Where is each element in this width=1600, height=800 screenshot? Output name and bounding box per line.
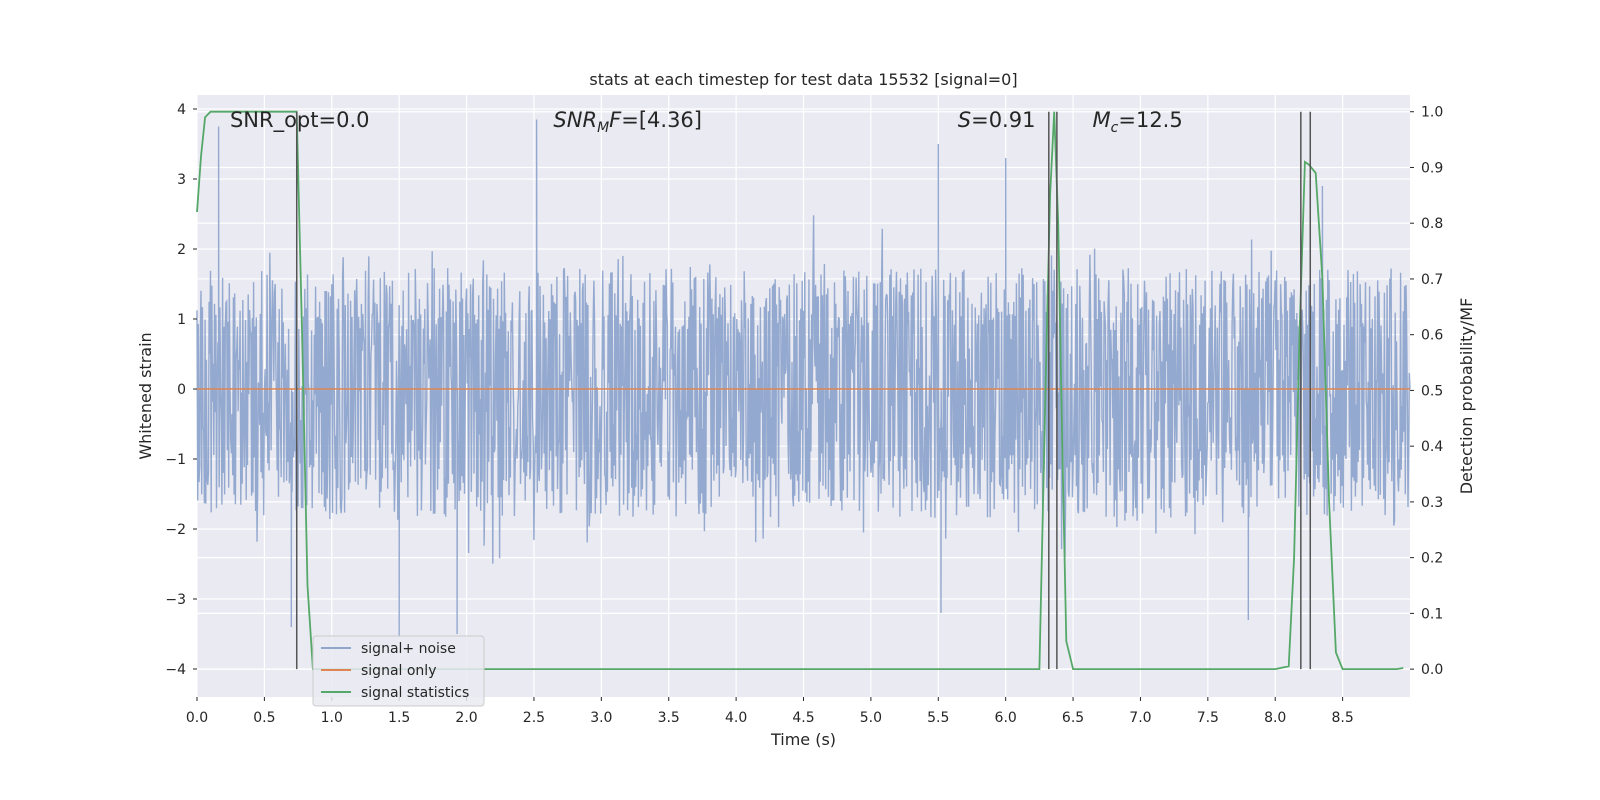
y-axis-right: 0.0 0.1 0.2 0.3 0.4 0.5 0.6 0.7 0.8 0.9 1.0 [1410, 105, 1443, 678]
x-tick-label: 8.0 [1264, 710, 1286, 726]
x-tick-label: 6.5 [1062, 710, 1084, 726]
y-tick-label: −1 [165, 452, 186, 468]
y-right-tick-label: 0.6 [1421, 328, 1443, 344]
y-tick-label: 3 [177, 172, 186, 188]
x-axis-label: Time (s) [770, 730, 836, 749]
x-tick-label: 0.5 [253, 710, 275, 726]
y-right-tick-label: 0.2 [1421, 551, 1443, 567]
vertical-markers [295, 111, 1312, 670]
x-tick-label: 4.0 [725, 710, 747, 726]
series-signal-statistics [196, 110, 1404, 670]
x-tick-label: 3.5 [658, 710, 680, 726]
annotation: SNR_opt=0.0 [230, 108, 370, 133]
legend-label: signal only [361, 663, 436, 679]
x-tick-label: 7.5 [1197, 710, 1219, 726]
annotation: Mc=12.5 [1093, 108, 1183, 136]
y-tick-label: 4 [177, 102, 186, 118]
y-right-tick-label: 1.0 [1421, 105, 1443, 121]
y-tick-label: 0 [177, 382, 186, 398]
x-tick-label: 1.5 [388, 710, 410, 726]
y-tick-label: 1 [177, 312, 186, 328]
x-tick-label: 5.5 [927, 710, 949, 726]
series-layer [196, 110, 1411, 670]
legend-box [312, 635, 485, 707]
x-tick-label: 7.0 [1129, 710, 1151, 726]
legend-label: signal+ noise [361, 641, 456, 657]
x-tick-label: 1.0 [321, 710, 343, 726]
y-tick-label: 2 [177, 242, 186, 258]
y-tick-label: −2 [165, 522, 186, 538]
x-tick-label: 4.5 [792, 710, 814, 726]
x-tick-label: 8.5 [1331, 710, 1353, 726]
x-axis: 0.0 0.5 1.0 1.5 2.0 2.5 3.0 3.5 4.0 4.5 5.0 5.5 6.0 6… [186, 697, 1354, 726]
x-tick-label: 6.0 [995, 710, 1017, 726]
legend: signal+ noise signal only signal statistic… [312, 635, 485, 707]
y-right-tick-label: 0.3 [1421, 495, 1443, 511]
y-right-tick-label: 0.1 [1421, 606, 1443, 622]
y-axis-right-label: Detection probability/MF [1457, 298, 1476, 495]
x-tick-label: 5.0 [860, 710, 882, 726]
x-tick-label: 3.0 [590, 710, 612, 726]
annotation: SNRMF=[4.36] [553, 108, 702, 136]
y-axis-left: −4 −3 −2 −1 0 1 2 3 4 [165, 102, 197, 678]
y-right-tick-label: 0.5 [1421, 383, 1443, 399]
y-right-tick-label: 0.7 [1421, 272, 1443, 288]
legend-label: signal statistics [361, 685, 469, 701]
x-tick-label: 0.0 [186, 710, 208, 726]
y-right-tick-label: 0.9 [1421, 160, 1443, 176]
x-tick-label: 2.5 [523, 710, 545, 726]
chart-title: stats at each timestep for test data 155… [589, 70, 1017, 89]
y-axis-label: Whitened strain [136, 332, 155, 459]
x-tick-label: 2.0 [455, 710, 477, 726]
y-right-tick-label: 0.8 [1421, 216, 1443, 232]
y-tick-label: −3 [165, 592, 186, 608]
annotation: S=0.91 [958, 108, 1036, 132]
y-right-tick-label: 0.0 [1421, 662, 1443, 678]
y-right-tick-label: 0.4 [1421, 439, 1443, 455]
y-tick-label: −4 [165, 662, 186, 678]
series-signal-noise [196, 119, 1411, 638]
annotations: SNR_opt=0.0 SNRMF=[4.36] S=0.91 Mc=12.5 [230, 108, 1183, 136]
